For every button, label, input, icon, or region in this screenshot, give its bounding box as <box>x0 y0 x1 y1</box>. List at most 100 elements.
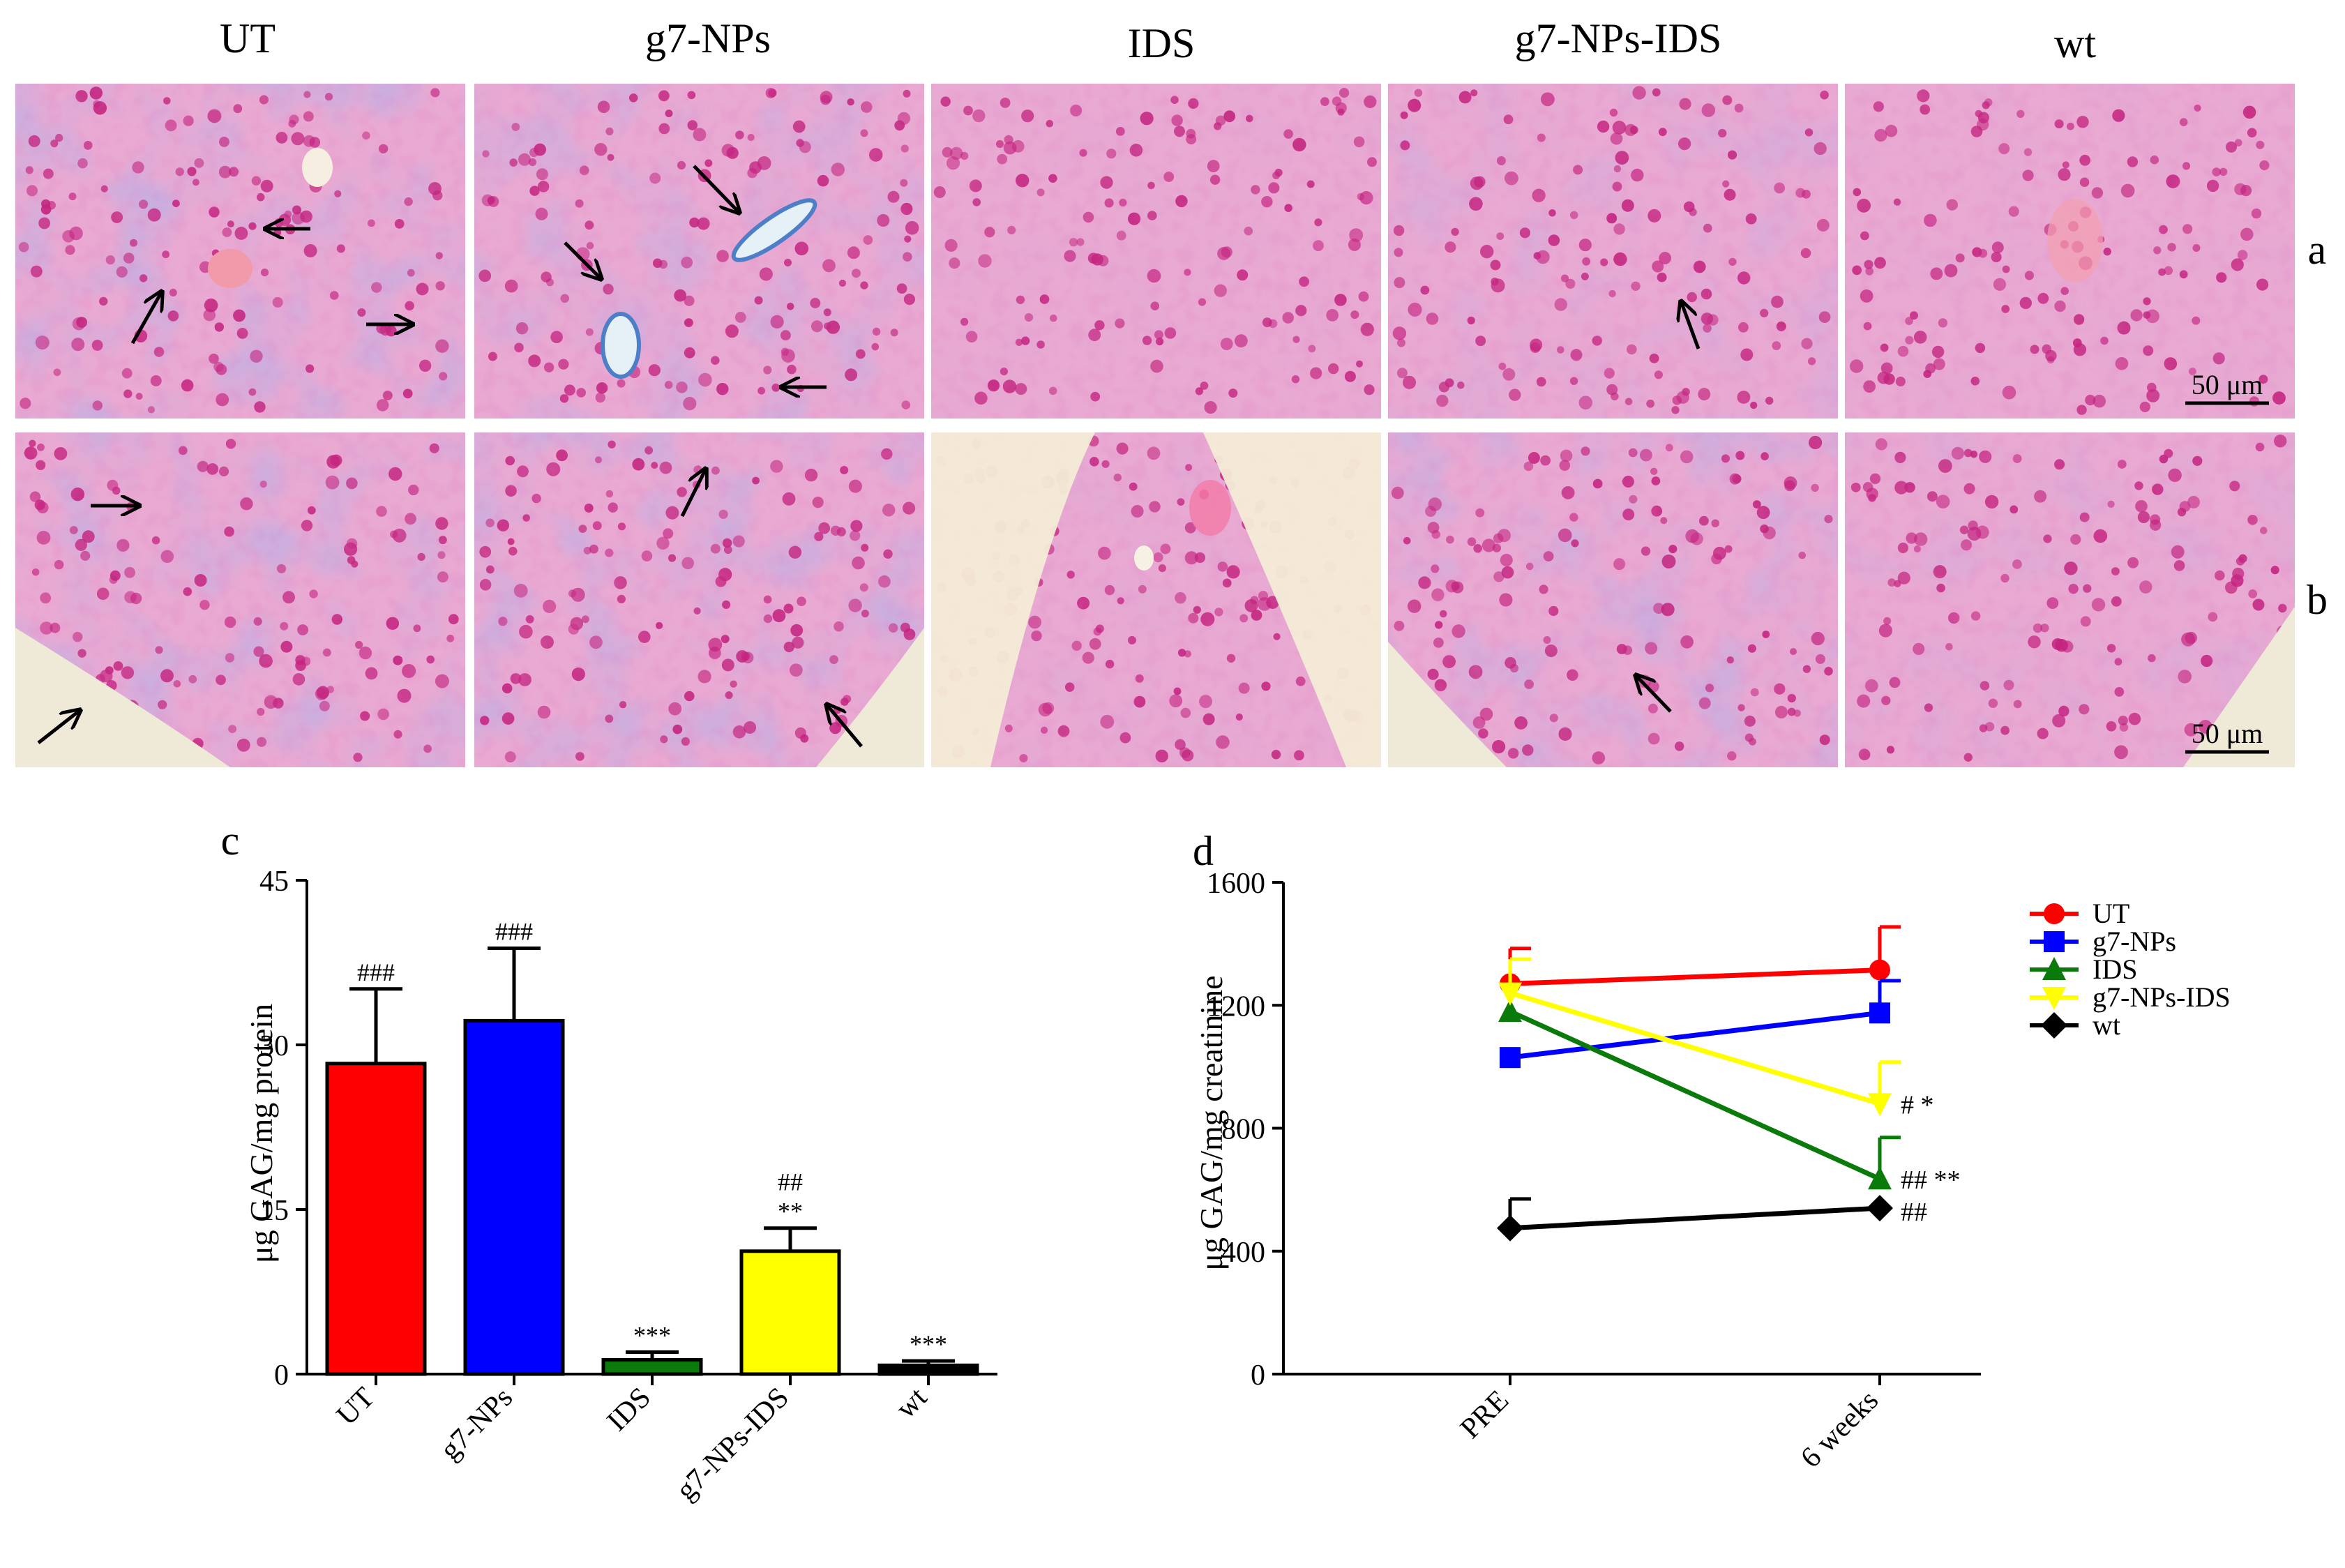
x-tick-label: IDS <box>601 1382 657 1438</box>
significance-label: *** <box>633 1322 671 1350</box>
data-point <box>1868 1166 1892 1190</box>
legend-marker <box>2044 903 2065 924</box>
bar-chart-gag-protein: μg GAG/mg protein 0 15 30 45 UT ### g7-NPs ### I… <box>243 866 997 1507</box>
data-point <box>1869 1002 1890 1024</box>
vessel <box>302 148 333 187</box>
series-line <box>1509 967 1880 986</box>
series-ids: ## ** <box>1498 999 1961 1195</box>
scale-bar-label: 50 μm <box>2192 369 2263 400</box>
series-wt: ## <box>1497 1195 1927 1242</box>
x-tick-label: UT <box>331 1382 381 1432</box>
micrograph-tile <box>1388 84 1838 419</box>
tissue-texture <box>15 84 465 419</box>
vessel <box>208 249 252 288</box>
arrow-mark <box>130 292 162 345</box>
legend-item: IDS <box>2030 953 2137 985</box>
y-tick-label: 0 <box>274 1359 289 1392</box>
legend-marker <box>2042 987 2066 1010</box>
y-tick-label: 0 <box>1251 1359 1265 1392</box>
micrograph-tile <box>1845 432 2295 767</box>
row-label-b: b <box>2307 577 2328 623</box>
tissue-texture <box>931 84 1381 419</box>
legend-label: UT <box>2093 898 2129 929</box>
arrow-mark <box>37 710 80 744</box>
legend-item: wt <box>2030 1009 2120 1041</box>
data-point <box>1498 999 1522 1023</box>
arrow-mark <box>827 704 863 748</box>
micrograph-tile <box>1845 84 2295 419</box>
tissue-edge <box>1203 432 1381 767</box>
bar <box>601 1358 703 1376</box>
significance-label: ### <box>357 958 395 986</box>
micrograph-tile <box>474 84 924 419</box>
legend-label: g7-NPs-IDS <box>2093 981 2231 1013</box>
vessel <box>731 198 817 262</box>
tissue-edge <box>816 628 924 767</box>
y-tick-label: 800 <box>1221 1114 1265 1146</box>
tissue-texture <box>1388 84 1838 419</box>
legend-marker <box>2044 931 2065 952</box>
panel-label-d: d <box>1193 828 1214 874</box>
tissue-edge <box>15 628 230 767</box>
significance-label: ### <box>495 918 533 946</box>
legend-item: UT <box>2030 898 2129 929</box>
micrograph-grid <box>15 84 2295 767</box>
vessel <box>1189 480 1231 536</box>
panel-label-c: c <box>221 817 240 864</box>
legend-marker <box>2042 957 2066 980</box>
legend-label: IDS <box>2093 953 2137 985</box>
scale-bar-row-b: 50 μm <box>2185 718 2269 754</box>
y-axis-label: μg GAG/mg creatinine <box>1193 975 1229 1270</box>
series-g7-nps-ids: # * <box>1498 957 1934 1120</box>
tissue-texture <box>1388 432 1838 767</box>
arrow-mark <box>1681 301 1701 349</box>
significance-label: ** <box>778 1198 803 1226</box>
legend-item: g7-NPs <box>2030 926 2176 957</box>
arrow-mark <box>564 241 601 279</box>
series-line <box>1509 1009 1881 1182</box>
tissue-edge <box>2183 607 2295 767</box>
vessel <box>1134 545 1154 571</box>
tissue-edge <box>931 432 1095 767</box>
arrow-mark <box>680 469 706 518</box>
significance-label: ## ** <box>1901 1166 1961 1195</box>
significance-label: *** <box>910 1330 947 1358</box>
row-label-a: a <box>2308 227 2327 273</box>
significance-label: # * <box>1901 1090 1934 1120</box>
bar <box>739 1249 841 1376</box>
bar <box>325 1062 427 1376</box>
series-line <box>1509 990 1881 1106</box>
data-point <box>1498 982 1522 1006</box>
micrograph-tile <box>931 84 1381 419</box>
x-tick-label: g7-NPs-IDS <box>670 1382 795 1507</box>
bar <box>877 1363 979 1376</box>
data-point <box>1868 1093 1892 1117</box>
y-axis-label: μg GAG/mg protein <box>243 1004 279 1263</box>
data-point <box>1500 1047 1521 1069</box>
y-tick-label: 1600 <box>1207 868 1265 900</box>
group-title-ids: IDS <box>1128 20 1196 66</box>
legend-label: g7-NPs <box>2093 926 2176 957</box>
data-point <box>1869 959 1890 981</box>
scale-bar-row-a: 50 μm <box>2185 369 2269 405</box>
tissue-texture <box>474 84 924 419</box>
y-tick-label: 30 <box>259 1030 289 1062</box>
y-tick-label: 45 <box>259 866 289 898</box>
legend-label: wt <box>2093 1009 2120 1041</box>
data-point <box>1867 1195 1893 1222</box>
y-tick-label: 1200 <box>1207 990 1265 1023</box>
scale-bar-label: 50 μm <box>2192 718 2263 749</box>
vessel <box>2047 199 2103 282</box>
y-tick-label: 15 <box>259 1195 289 1227</box>
series-ut <box>1500 925 1901 995</box>
x-tick-label: g7-NPs <box>434 1382 519 1467</box>
x-tick-label: PRE <box>1454 1385 1515 1445</box>
series-line <box>1509 1205 1880 1231</box>
series-g7-nps <box>1500 979 1901 1069</box>
micrograph-tile <box>15 84 465 419</box>
vessel <box>601 312 641 379</box>
arrow-mark <box>1636 675 1672 713</box>
